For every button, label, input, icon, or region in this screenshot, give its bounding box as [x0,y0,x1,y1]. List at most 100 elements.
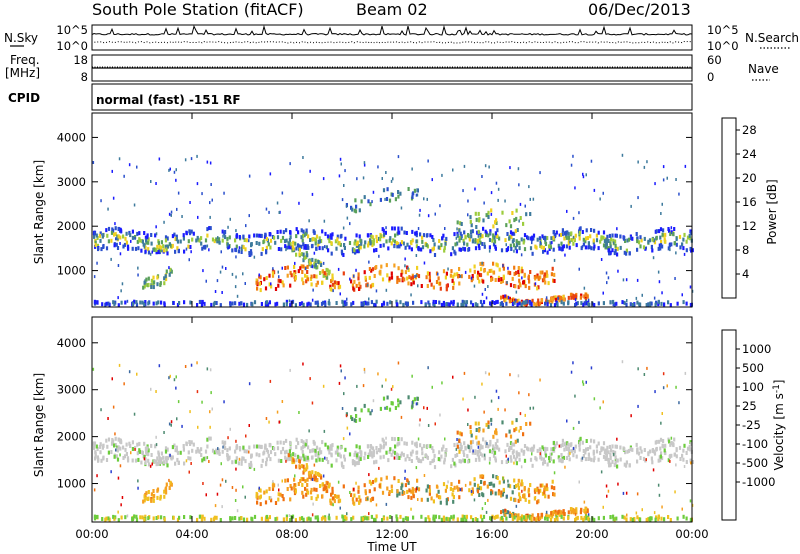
power-cell [688,233,691,238]
power-colorbar-tick-label: 12 [742,219,757,233]
velocity-cell [517,483,520,487]
velocity-cell [636,447,639,452]
power-colorbar-tick-label: 20 [742,171,757,185]
power-cell [450,300,453,305]
velocity-cell [155,390,157,393]
power-cell [471,303,475,308]
velocity-cell [663,517,666,522]
velocity-cell [92,367,95,371]
velocity-cell [104,517,107,522]
power-cell [513,249,515,253]
power-cell [443,245,446,250]
velocity-cell [588,456,591,461]
power-cell [150,278,153,283]
power-cell [290,273,293,278]
velocity-cell [147,458,150,463]
power-cell [552,278,555,283]
power-cell [572,235,575,239]
velocity-cell [511,450,514,455]
power-cell [453,272,456,277]
power-cell [253,300,257,305]
velocity-cell [336,445,339,450]
power-cell [515,270,518,275]
velocity-cell [476,489,480,494]
velocity-cell [350,517,353,522]
velocity-cell [234,516,237,520]
velocity-cell [310,455,314,460]
power-cell [511,231,514,236]
power-cell [561,247,564,251]
velocity-cell [456,453,459,457]
power-cell [378,270,381,275]
velocity-cell [316,494,319,499]
power-cell [636,278,639,282]
velocity-cell [426,455,429,460]
velocity-cell [482,493,485,498]
power-cell [506,295,509,300]
velocity-cell [359,457,362,461]
velocity-cell [159,496,162,501]
power-cell [481,261,483,265]
power-cell [615,233,618,238]
power-cell [543,277,546,282]
power-cell [399,300,402,305]
power-cell [439,286,442,291]
power-cell [559,233,563,237]
power-cell [392,177,394,181]
power-cell [245,238,248,243]
velocity-cell [517,374,520,378]
velocity-cell [276,516,279,521]
velocity-cell [373,517,376,522]
velocity-cell [417,487,421,492]
power-cell [417,227,420,230]
velocity-cell [422,444,426,449]
velocity-cell [242,456,245,461]
power-cell [314,237,317,242]
velocity-cell [682,457,685,462]
velocity-cell [500,515,503,520]
power-cell [497,277,500,282]
velocity-cell [260,463,263,468]
power-cell [304,244,307,249]
velocity-cell [381,384,383,388]
velocity-cell [201,458,204,463]
velocity-cell [116,445,119,450]
power-cell [368,260,370,264]
power-cell [554,297,557,302]
velocity-cell [513,485,516,489]
power-cell [310,244,314,249]
velocity-cell [396,456,399,460]
velocity-cell [196,517,199,522]
power-cell [492,242,496,247]
velocity-cell [529,483,532,487]
power-cell [552,247,555,252]
velocity-cell [349,432,351,436]
velocity-cell [539,516,542,521]
velocity-cell [438,450,441,455]
power-cell [150,285,153,289]
power-cell [388,198,392,203]
velocity-cell [293,483,296,488]
velocity-cell [178,515,181,520]
power-cell [488,269,491,273]
velocity-cell [611,459,614,464]
power-cell [339,242,342,247]
power-cell [94,240,97,245]
velocity-cell [203,516,206,521]
power-cell [479,299,483,304]
velocity-cell [315,487,318,492]
velocity-cell [659,446,662,451]
power-cell [196,182,199,186]
power-cell [137,273,139,277]
power-cell [450,252,453,257]
power-cell [381,277,385,282]
power-cell [262,240,265,245]
time-tick-label: 00:00 [75,527,108,541]
velocity-cell [430,496,433,501]
velocity-cell [404,516,407,521]
velocity-cell [431,446,434,450]
velocity-cell [301,483,304,487]
power-cell [285,302,288,307]
velocity-cell [341,463,344,468]
velocity-cell [654,517,657,522]
